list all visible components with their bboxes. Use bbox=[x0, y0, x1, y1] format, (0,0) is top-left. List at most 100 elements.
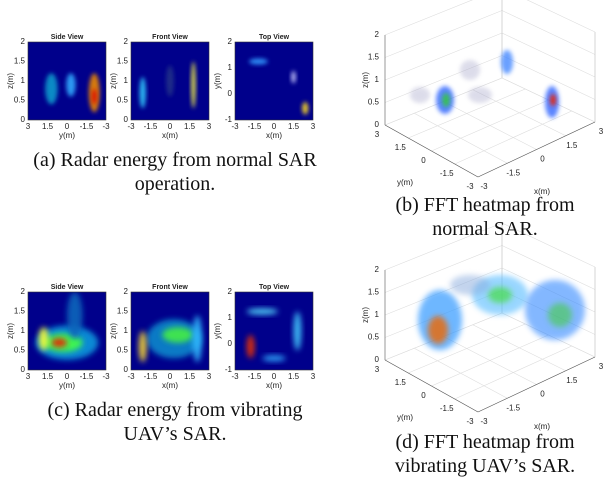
x-axis-label: x(m) bbox=[534, 187, 550, 196]
y-axis-label: y(m) bbox=[213, 323, 222, 339]
y-tick-label: 0.5 bbox=[117, 346, 129, 355]
axis-line bbox=[384, 124, 479, 178]
x-axis-label: x(m) bbox=[266, 131, 282, 140]
z-tick-label: 1 bbox=[375, 310, 380, 319]
y-tick-label: 0 bbox=[124, 115, 129, 124]
x-tick-label: 3 bbox=[207, 122, 212, 131]
y-tick-label: 1 bbox=[21, 76, 26, 85]
x-tick-label: 3 bbox=[311, 122, 316, 131]
y-tick-label: 1 bbox=[124, 326, 129, 335]
heat-blob bbox=[410, 87, 430, 103]
x-axis-label: x(m) bbox=[534, 422, 550, 431]
caption: (d) FFT heatmap from vibrating UAV’s SAR… bbox=[394, 431, 576, 477]
heat-blob bbox=[450, 275, 490, 295]
x-tick-label: 3 bbox=[26, 372, 31, 381]
y-tick-label: 0.5 bbox=[14, 346, 26, 355]
heat-blob bbox=[66, 73, 76, 97]
x-tick-label: -1.5 bbox=[248, 372, 262, 381]
y-tick-label: 1 bbox=[21, 326, 26, 335]
y-tick-label: 0.5 bbox=[14, 96, 26, 105]
x-tick-label: 1.5 bbox=[566, 141, 578, 150]
z-tick-label: 0.5 bbox=[368, 333, 380, 342]
z-tick-label: 0 bbox=[375, 120, 380, 129]
x-tick-label: -1.5 bbox=[506, 168, 520, 177]
y-axis-label: z(m) bbox=[109, 323, 118, 339]
x-tick-label: 1.5 bbox=[566, 376, 578, 385]
z-axis-label: z(m) bbox=[361, 307, 370, 323]
x-tick-label: -1.5 bbox=[144, 122, 158, 131]
x-axis-label: x(m) bbox=[266, 381, 282, 390]
subplot-title: Front View bbox=[152, 34, 188, 41]
grid-line bbox=[384, 245, 503, 293]
x-tick-label: 1.5 bbox=[288, 122, 300, 131]
heat-blob bbox=[501, 50, 513, 74]
y-tick-label: 0 bbox=[421, 156, 426, 165]
y-tick-label: 0 bbox=[421, 391, 426, 400]
y-axis-label: z(m) bbox=[6, 323, 15, 339]
heat-blob bbox=[138, 331, 147, 363]
heatmap-layer bbox=[45, 73, 100, 113]
caption: (c) Radar energy from vibrating UAV’s SA… bbox=[47, 399, 303, 445]
x-tick-label: 1.5 bbox=[42, 372, 54, 381]
z-tick-label: 1.5 bbox=[368, 53, 380, 62]
caption: (a) Radar energy from normal SAR operati… bbox=[33, 149, 317, 195]
heat-blob bbox=[488, 287, 512, 303]
heatmap-frame bbox=[27, 41, 107, 121]
z-tick-label: 0.5 bbox=[368, 98, 380, 107]
x-tick-label: 3 bbox=[599, 362, 604, 371]
heatmap-layer bbox=[139, 61, 196, 109]
x-tick-label: 1.5 bbox=[288, 372, 300, 381]
heat-blob bbox=[249, 58, 268, 65]
x-tick-label: -3 bbox=[231, 372, 239, 381]
x-axis-label: y(m) bbox=[59, 131, 75, 140]
x-tick-label: 0 bbox=[168, 122, 173, 131]
x-tick-label: 0 bbox=[540, 390, 545, 399]
x-tick-label: 0 bbox=[540, 155, 545, 164]
y-axis-label: y(m) bbox=[397, 178, 413, 187]
x-tick-label: -3 bbox=[480, 417, 488, 426]
heat-blob bbox=[166, 65, 174, 97]
y-tick-label: 1.5 bbox=[14, 307, 26, 316]
y-axis-label: z(m) bbox=[6, 73, 15, 89]
axis-line bbox=[477, 356, 596, 413]
heat-blob bbox=[38, 327, 49, 351]
heat-blob bbox=[428, 316, 448, 344]
x-axis-label: x(m) bbox=[162, 381, 178, 390]
y-tick-label: 1.5 bbox=[14, 57, 26, 66]
heatmap-layer bbox=[246, 308, 302, 362]
x-tick-label: 0 bbox=[272, 372, 277, 381]
axis-line bbox=[477, 121, 596, 178]
heat-blob bbox=[139, 77, 146, 109]
y-tick-label: 2 bbox=[124, 287, 129, 296]
y-tick-label: -1 bbox=[225, 365, 233, 374]
grid-line bbox=[384, 10, 503, 58]
x-tick-label: 1.5 bbox=[184, 372, 196, 381]
grid-line bbox=[454, 345, 572, 400]
x-tick-label: 0 bbox=[65, 372, 70, 381]
y-tick-label: 1 bbox=[228, 313, 233, 322]
y-tick-label: 0 bbox=[124, 365, 129, 374]
y-tick-label: 2 bbox=[21, 37, 26, 46]
heat-blob bbox=[51, 338, 67, 348]
subplot-title: Front View bbox=[152, 284, 188, 291]
y-tick-label: 1.5 bbox=[117, 307, 129, 316]
y-tick-label: -1 bbox=[225, 115, 233, 124]
z-axis-label: z(m) bbox=[361, 72, 370, 88]
y-tick-label: 1.5 bbox=[395, 143, 407, 152]
heat-blob bbox=[45, 73, 58, 105]
heat-blob bbox=[192, 315, 202, 363]
heatmap-frame bbox=[234, 291, 314, 371]
heat-blob bbox=[191, 61, 196, 109]
y-tick-label: 1.5 bbox=[395, 378, 407, 387]
x-tick-label: -3 bbox=[127, 122, 135, 131]
grid-line bbox=[501, 32, 596, 78]
heatmap-layer bbox=[35, 292, 99, 360]
y-tick-label: 2 bbox=[124, 37, 129, 46]
subplot-title: Top View bbox=[259, 284, 290, 291]
y-axis-label: z(m) bbox=[109, 73, 118, 89]
x-axis-label: y(m) bbox=[59, 381, 75, 390]
heatmap-bg bbox=[235, 42, 313, 120]
x-tick-label: -3 bbox=[231, 122, 239, 131]
